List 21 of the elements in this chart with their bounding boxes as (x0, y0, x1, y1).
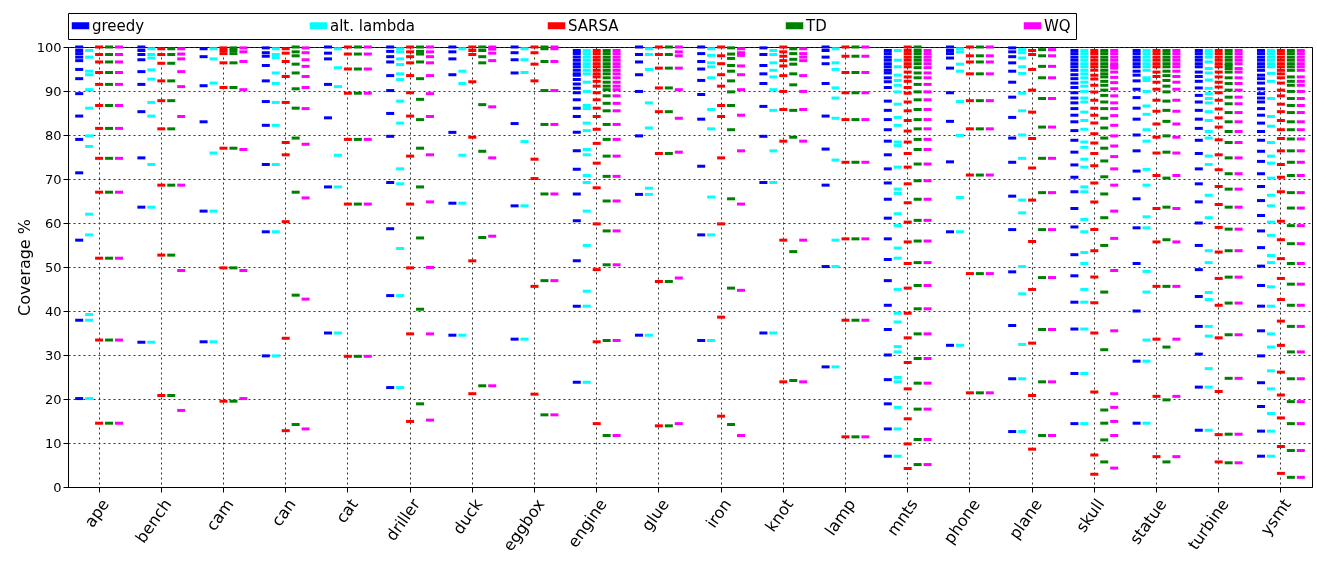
x-tick-label: ape (80, 495, 114, 531)
y-tick-label: 20 (44, 391, 62, 407)
x-tick-label: can (267, 495, 300, 530)
y-tick-label: 50 (44, 259, 62, 275)
y-tick-label: 90 (44, 83, 62, 99)
legend-label: alt. lambda (330, 16, 415, 35)
y-tick-label: 100 (36, 39, 62, 55)
y-tick-label: 30 (44, 347, 62, 363)
y-tick-label: 60 (44, 215, 62, 231)
y-tick-label: 70 (44, 171, 62, 187)
y-tick-label: 0 (53, 479, 62, 495)
y-axis-title: Coverage % (14, 219, 34, 316)
legend-label: greedy (92, 16, 145, 35)
y-tick-label: 40 (44, 303, 62, 319)
legend-label: SARSA (568, 16, 620, 35)
y-tick-label: 80 (44, 127, 62, 143)
x-tick-label: iron (701, 495, 736, 532)
y-tick-label: 10 (44, 435, 62, 451)
legend-label: WQ (1044, 16, 1071, 35)
x-tick-label: cat (331, 495, 362, 527)
legend-label: TD (805, 16, 827, 35)
